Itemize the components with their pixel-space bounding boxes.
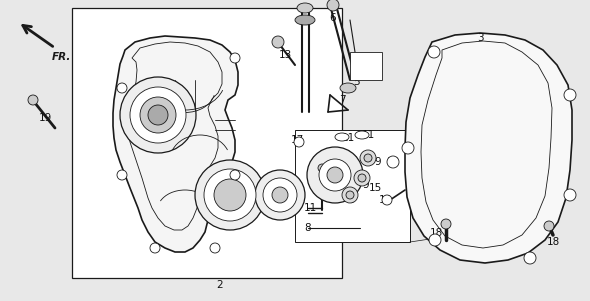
- Ellipse shape: [387, 156, 399, 168]
- Bar: [72, 8, 342, 278]
- Polygon shape: [405, 33, 572, 263]
- Ellipse shape: [524, 252, 536, 264]
- Ellipse shape: [382, 195, 392, 205]
- Text: 11: 11: [303, 203, 317, 213]
- Text: FR.: FR.: [52, 52, 71, 62]
- Ellipse shape: [441, 219, 451, 229]
- Ellipse shape: [130, 87, 186, 143]
- Text: 15: 15: [368, 183, 382, 193]
- Ellipse shape: [335, 133, 349, 141]
- Text: 12: 12: [386, 157, 399, 167]
- Ellipse shape: [307, 147, 363, 203]
- Bar: [350, 52, 382, 80]
- Text: 4: 4: [368, 60, 374, 70]
- Text: 16: 16: [152, 125, 165, 135]
- Ellipse shape: [28, 95, 38, 105]
- Ellipse shape: [564, 89, 576, 101]
- Ellipse shape: [148, 105, 168, 125]
- Ellipse shape: [117, 170, 127, 180]
- Text: 13: 13: [278, 50, 291, 60]
- Ellipse shape: [354, 170, 370, 186]
- Ellipse shape: [230, 53, 240, 63]
- Text: 10: 10: [319, 180, 332, 190]
- Ellipse shape: [195, 160, 265, 230]
- Ellipse shape: [272, 36, 284, 48]
- Ellipse shape: [150, 243, 160, 253]
- Ellipse shape: [120, 77, 196, 153]
- Text: 21: 21: [208, 213, 222, 223]
- Ellipse shape: [204, 169, 256, 221]
- Text: 18: 18: [546, 237, 560, 247]
- Ellipse shape: [342, 187, 358, 203]
- Ellipse shape: [230, 170, 240, 180]
- Ellipse shape: [429, 234, 441, 246]
- Ellipse shape: [297, 3, 313, 13]
- Ellipse shape: [544, 221, 554, 231]
- Ellipse shape: [327, 167, 343, 183]
- Ellipse shape: [210, 243, 220, 253]
- Ellipse shape: [402, 142, 414, 154]
- Ellipse shape: [364, 154, 372, 162]
- Ellipse shape: [564, 189, 576, 201]
- Ellipse shape: [272, 187, 288, 203]
- Text: 9: 9: [349, 195, 355, 205]
- Text: 11: 11: [361, 130, 375, 140]
- Text: 17: 17: [290, 135, 304, 145]
- Ellipse shape: [319, 159, 351, 191]
- Ellipse shape: [355, 131, 369, 139]
- Text: 9: 9: [375, 157, 381, 167]
- Bar: [295, 130, 410, 242]
- Ellipse shape: [263, 178, 297, 212]
- Ellipse shape: [140, 97, 176, 133]
- Polygon shape: [113, 36, 238, 252]
- Text: 11: 11: [342, 133, 355, 143]
- Ellipse shape: [340, 83, 356, 93]
- Ellipse shape: [294, 137, 304, 147]
- Text: 20: 20: [251, 195, 264, 205]
- Ellipse shape: [295, 15, 315, 25]
- Text: 14: 14: [378, 195, 392, 205]
- Ellipse shape: [214, 179, 246, 211]
- Ellipse shape: [360, 150, 376, 166]
- Text: 18: 18: [430, 228, 442, 238]
- Text: 19: 19: [38, 113, 52, 123]
- Ellipse shape: [327, 0, 339, 11]
- Ellipse shape: [117, 83, 127, 93]
- Text: 9: 9: [363, 180, 369, 190]
- Ellipse shape: [255, 170, 305, 220]
- Ellipse shape: [358, 174, 366, 182]
- Ellipse shape: [346, 191, 354, 199]
- Text: 7: 7: [339, 95, 345, 105]
- Ellipse shape: [428, 46, 440, 58]
- Text: 3: 3: [477, 33, 483, 43]
- Text: 5: 5: [353, 77, 359, 87]
- Text: 2: 2: [217, 280, 223, 290]
- Ellipse shape: [318, 164, 326, 172]
- Text: 8: 8: [304, 223, 312, 233]
- Text: 6: 6: [330, 13, 336, 23]
